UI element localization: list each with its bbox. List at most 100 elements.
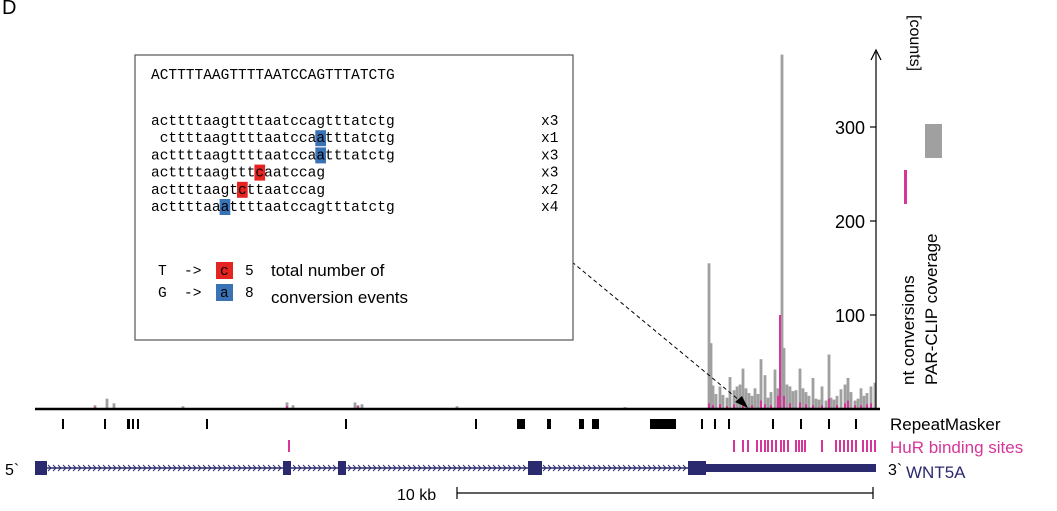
coverage-bar-60: [859, 388, 863, 409]
hur-site-17: [821, 440, 823, 452]
repeat-element-14: [714, 419, 716, 429]
conversion-bar-2: [357, 406, 359, 409]
hur-site-26: [870, 440, 872, 452]
conversion-bar-8: [742, 402, 744, 409]
coverage-bar-41: [798, 368, 802, 409]
legend-swatch-c: [216, 262, 233, 279]
repeat-element-11: [592, 419, 599, 429]
exon-5: [706, 464, 876, 472]
coverage-bar-51: [829, 397, 833, 409]
conversion-bar-3: [708, 403, 710, 409]
hur-site-25: [866, 440, 868, 452]
coverage-bar-44: [807, 395, 811, 409]
conversion-bar-14: [779, 315, 781, 409]
coverage-bar-57: [849, 392, 853, 409]
read-count-1: x1: [541, 131, 558, 147]
scale-bar: 10 kb: [397, 487, 874, 504]
conversion-bar-5: [719, 404, 721, 409]
hur-site-19: [839, 440, 841, 452]
hur-site-11: [783, 440, 785, 452]
y-tick-label-300: 300: [835, 118, 865, 138]
coverage-bar-11: [707, 263, 711, 409]
coverage-bar-14: [714, 393, 718, 409]
read-sequence-2: acttttaagttttaatccaatttatctg: [151, 148, 395, 164]
inset-box: [134, 54, 574, 341]
coverage-bar-63: [869, 386, 873, 409]
hur-site-23: [855, 440, 857, 452]
repeat-element-7: [475, 419, 477, 429]
coverage-bar-56: [846, 377, 850, 409]
conversion-bar-19: [812, 405, 814, 409]
hur-site-18: [835, 440, 837, 452]
repeat-element-1: [104, 419, 106, 429]
hur-site-15: [801, 440, 803, 452]
legend-from-1: G: [158, 286, 167, 302]
coverage-bar-35: [780, 54, 784, 410]
coverage-bar-43: [804, 392, 808, 409]
coverage-bar-31: [769, 392, 773, 409]
y-axis-unit: [counts]: [906, 15, 923, 71]
coverage-bar-15: [718, 386, 722, 409]
coverage-bar-32: [773, 369, 777, 409]
hur-site-16: [804, 440, 806, 452]
coverage-bar-24: [747, 393, 751, 409]
repeat-element-3: [132, 419, 134, 429]
conversion-bar-13: [777, 395, 779, 409]
conversion-bar-16: [789, 403, 791, 409]
coverage-bar-3: [181, 406, 185, 409]
coverage-bar-9: [455, 406, 459, 409]
repeat-element-9: [547, 419, 551, 429]
coverage-bar-45: [811, 377, 815, 409]
hur-site-12: [787, 440, 789, 452]
conversion-bar-6: [726, 406, 728, 409]
coverage-bar-52: [832, 399, 836, 409]
coverage-bar-16: [721, 394, 725, 409]
coverage-bar-17: [725, 397, 729, 409]
repeat-element-15: [728, 419, 730, 429]
conversion-highlight-2: [315, 147, 326, 164]
conversion-bar-26: [860, 405, 862, 409]
coverage-bar-50: [827, 354, 831, 409]
coverage-bar-20: [735, 386, 739, 409]
coverage-bar-40: [794, 390, 798, 409]
conversion-bar-11: [764, 404, 766, 409]
legend-count-0: 5: [245, 264, 254, 280]
hur-site-27: [874, 440, 876, 452]
coverage-bar-59: [856, 398, 860, 409]
hur-site-21: [847, 440, 849, 452]
coverage-bar-21: [738, 384, 742, 409]
coverage-bar-27: [756, 393, 760, 409]
conversion-bar-20: [821, 405, 823, 409]
coverage-bar-30: [766, 397, 770, 409]
conversion-bar-21: [828, 398, 830, 409]
coverage-bar-19: [732, 390, 736, 409]
hur-site-8: [771, 440, 773, 452]
repeat-element-16: [772, 419, 774, 429]
conversion-bar-1: [286, 406, 288, 409]
hur-site-9: [775, 440, 777, 452]
scale-bar-label: 10 kb: [397, 487, 436, 504]
coverage-bar-54: [839, 389, 843, 409]
coverage-bar-62: [865, 393, 869, 409]
hur-site-1: [733, 440, 735, 452]
read-count-2: x3: [541, 148, 558, 164]
coverage-bar-36: [782, 347, 786, 409]
repeat-element-6: [345, 419, 347, 429]
read-sequence-4: acttttaagtcttaatccag: [151, 183, 325, 199]
coverage-bar-48: [820, 386, 824, 409]
conversion-bar-18: [805, 404, 807, 409]
y-tick-label-100: 100: [835, 306, 865, 326]
conversion-highlight-3: [254, 164, 266, 181]
legend-count-1: 8: [245, 286, 254, 302]
conversion-bar-15: [783, 395, 785, 409]
exon-2: [338, 461, 346, 475]
read-count-3: x3: [541, 166, 558, 182]
coverage-bar-58: [853, 400, 857, 409]
coverage-bar-28: [759, 359, 763, 409]
five-prime-label: 5`: [5, 462, 19, 479]
hur-site-6: [764, 440, 766, 452]
gene-label: WNT5A: [906, 463, 966, 482]
repeat-element-10: [579, 419, 584, 429]
coverage-bar-37: [785, 384, 789, 409]
conversion-bar-27: [866, 404, 868, 409]
